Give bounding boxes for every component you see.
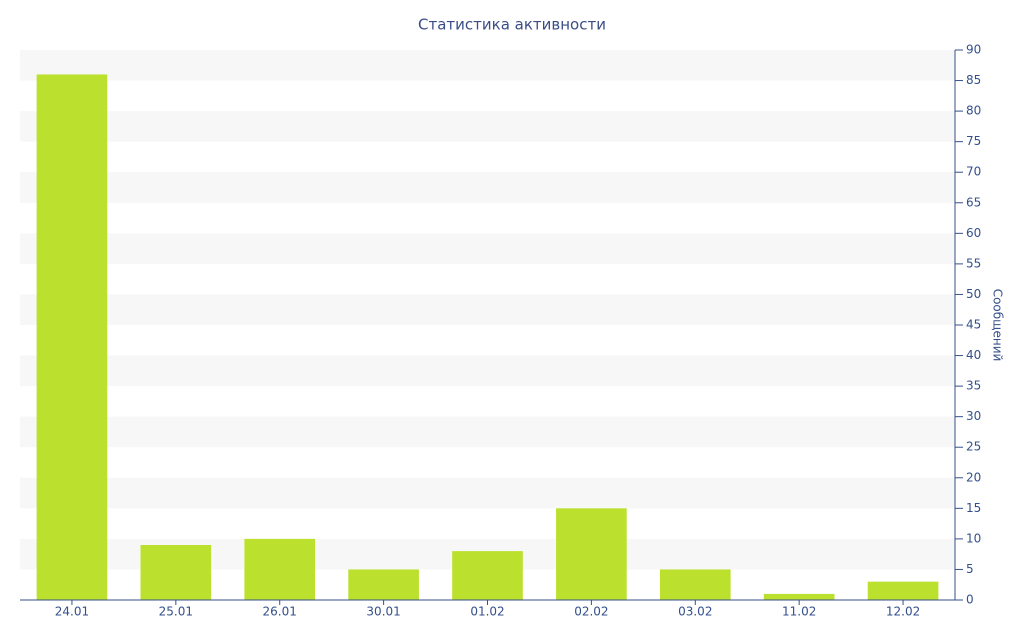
bar [36, 74, 108, 600]
chart-title: Статистика активности [418, 16, 606, 34]
y-tick-label: 45 [966, 318, 981, 332]
x-tick-label: 25.01 [159, 605, 193, 619]
grid-band [20, 355, 955, 387]
y-tick-label: 80 [966, 104, 981, 118]
y-tick-label: 70 [966, 165, 981, 179]
grid-band [20, 50, 955, 81]
y-tick-label: 10 [966, 531, 981, 545]
x-tick-label: 30.01 [366, 605, 400, 619]
y-tick-label: 85 [966, 73, 981, 87]
y-axis-title: Сообщений [991, 289, 1005, 362]
y-tick-label: 20 [966, 470, 981, 484]
bar [244, 538, 316, 600]
y-tick-label: 65 [966, 195, 981, 209]
bar [140, 545, 212, 600]
x-tick-label: 01.02 [470, 605, 504, 619]
bar [867, 581, 939, 600]
grid-band [20, 233, 955, 264]
y-tick-label: 40 [966, 348, 981, 362]
x-tick-label: 12.02 [886, 605, 920, 619]
bar [348, 569, 419, 600]
y-tick-label: 75 [966, 134, 981, 148]
x-tick-label: 24.01 [55, 605, 89, 619]
y-tick-label: 0 [966, 593, 974, 607]
x-tick-label: 26.01 [263, 605, 297, 619]
x-tick-label: 11.02 [782, 605, 816, 619]
y-tick-label: 35 [966, 379, 981, 393]
grid-band [20, 111, 955, 142]
bar [659, 569, 731, 600]
bar [763, 593, 835, 600]
grid-band [20, 477, 955, 509]
y-tick-label: 90 [966, 43, 981, 57]
grid-band [20, 294, 955, 325]
grid-band [20, 416, 955, 448]
y-tick-label: 15 [966, 501, 981, 515]
y-tick-label: 5 [966, 562, 974, 576]
x-tick-label: 03.02 [678, 605, 712, 619]
bar [556, 508, 627, 600]
y-tick-label: 60 [966, 226, 981, 240]
x-tick-label: 02.02 [574, 605, 608, 619]
y-tick-label: 30 [966, 409, 981, 423]
y-tick-label: 55 [966, 256, 981, 270]
y-tick-label: 50 [966, 287, 981, 301]
grid-band [20, 172, 955, 203]
y-tick-label: 25 [966, 440, 981, 454]
bar [452, 551, 523, 600]
